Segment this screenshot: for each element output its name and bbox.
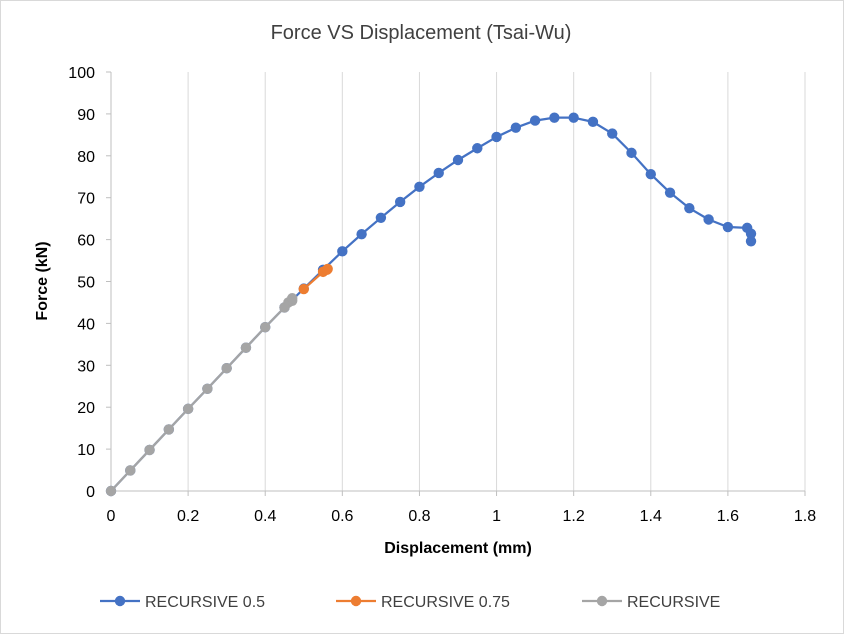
y-tick-label: 100 <box>68 65 95 82</box>
data-point <box>240 342 252 353</box>
y-tick-label: 60 <box>77 233 95 250</box>
data-point <box>125 465 136 476</box>
chart-title: Force VS Displacement (Tsai-Wu) <box>271 22 572 44</box>
y-tick-label: 30 <box>77 358 95 375</box>
data-point <box>337 246 348 257</box>
x-tick-label: 0.8 <box>408 508 430 525</box>
data-point <box>472 143 483 154</box>
x-tick-label: 1.4 <box>640 508 662 525</box>
legend-marker <box>114 595 126 607</box>
data-point <box>356 228 367 240</box>
data-point <box>664 187 676 198</box>
x-tick-label: 1.2 <box>563 508 585 525</box>
data-point <box>144 444 155 456</box>
data-point <box>703 214 714 225</box>
x-tick-label: 1.6 <box>717 508 739 525</box>
legend-label: RECURSIVE 0.75 <box>381 594 510 611</box>
data-point <box>105 485 117 497</box>
data-point <box>452 154 464 166</box>
data-point <box>568 112 579 123</box>
data-point <box>645 169 656 180</box>
data-point <box>298 283 309 295</box>
data-point <box>529 115 541 126</box>
y-tick-label: 80 <box>77 149 95 166</box>
data-point <box>375 212 387 224</box>
data-point <box>394 196 406 208</box>
axes <box>106 71 806 496</box>
y-tick-label: 40 <box>77 316 95 333</box>
data-point <box>287 293 298 304</box>
y-tick-label: 70 <box>77 191 95 208</box>
y-tick-label: 50 <box>77 275 95 292</box>
legend: RECURSIVE 0.5 RECURSIVE 0.75 RECURSIVE <box>100 594 720 611</box>
data-point <box>163 424 175 435</box>
y-axis-title: Force (kN) <box>34 241 51 320</box>
data-point <box>607 128 618 139</box>
legend-marker <box>596 595 608 607</box>
data-point <box>202 383 213 394</box>
series-2 <box>105 293 298 497</box>
data-point <box>549 112 560 123</box>
x-tick-label: 0.2 <box>177 508 199 525</box>
legend-item: RECURSIVE 0.5 <box>100 594 265 611</box>
data-point <box>684 202 695 214</box>
data-point <box>722 221 734 233</box>
legend-item: RECURSIVE 0.75 <box>336 594 510 611</box>
x-tick-label: 0 <box>107 508 116 525</box>
data-point <box>182 403 194 415</box>
series-0 <box>105 112 757 497</box>
x-tick-label: 1 <box>492 508 501 525</box>
legend-item: RECURSIVE <box>582 594 720 611</box>
grid <box>187 72 806 491</box>
data-point <box>414 181 425 193</box>
data-point <box>745 228 757 239</box>
series-1 <box>298 263 333 295</box>
x-tick-label: 1.8 <box>794 508 816 525</box>
x-tick-labels: 0 0.2 0.4 0.6 0.8 1 1.2 1.4 1.6 1.8 <box>107 508 817 525</box>
data-point <box>221 363 232 374</box>
legend-label: RECURSIVE <box>627 594 720 611</box>
data-point <box>260 321 271 333</box>
data-point <box>745 236 757 247</box>
y-tick-label: 0 <box>86 484 95 501</box>
x-tick-label: 0.4 <box>254 508 276 525</box>
data-point <box>322 263 333 275</box>
legend-label: RECURSIVE 0.5 <box>145 594 265 611</box>
data-point <box>433 167 444 179</box>
y-tick-label: 90 <box>77 107 95 124</box>
series-layer <box>105 112 757 497</box>
y-tick-label: 20 <box>77 400 95 417</box>
data-point <box>510 122 522 133</box>
x-tick-label: 0.6 <box>331 508 353 525</box>
x-axis-title: Displacement (mm) <box>384 540 532 557</box>
legend-marker <box>350 595 362 607</box>
data-point <box>587 116 599 128</box>
data-point <box>491 131 502 143</box>
data-point <box>626 147 637 159</box>
y-tick-labels: 0 10 20 30 40 50 60 70 80 90 100 <box>68 65 95 501</box>
y-tick-label: 10 <box>77 442 95 459</box>
